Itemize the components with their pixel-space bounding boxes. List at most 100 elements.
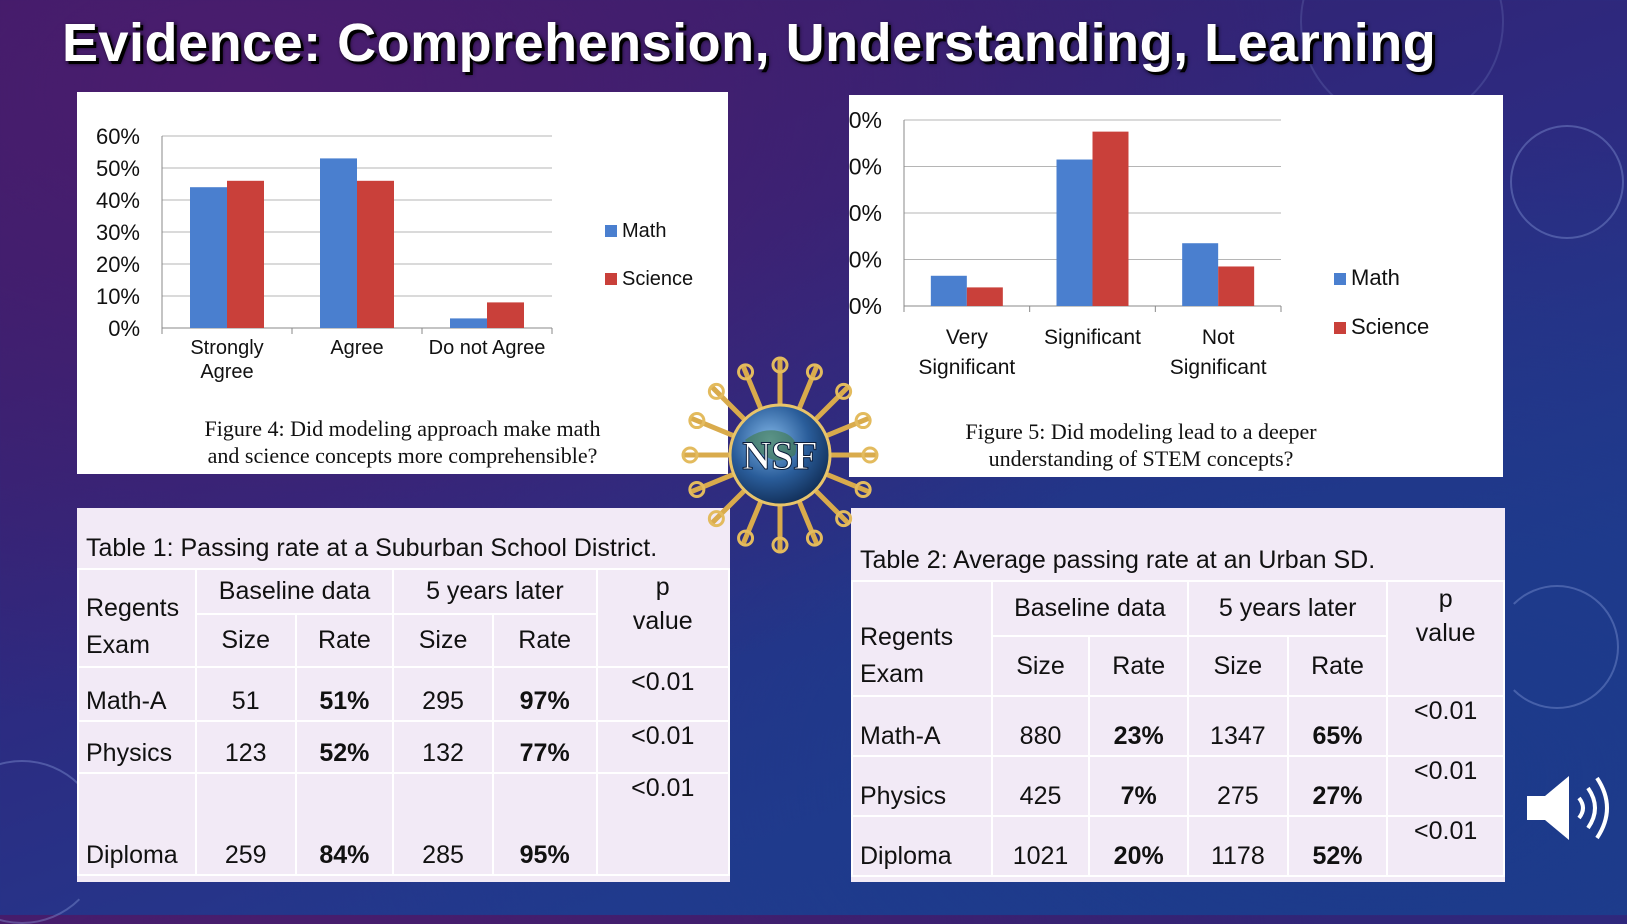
- nsf-ray-tip: [835, 510, 853, 528]
- table-1-header-rate: Rate: [294, 613, 395, 668]
- bar-math: [1056, 159, 1093, 306]
- y-tick-label: 60%: [96, 124, 140, 149]
- legend-label-math: Math: [622, 220, 666, 242]
- rate-cell: 95%: [491, 772, 598, 876]
- table-1-header-p-value: p value: [595, 568, 730, 668]
- nsf-ray-tip: [771, 536, 789, 554]
- size-cell: 1021: [990, 815, 1091, 877]
- legend-label-science: Science: [622, 268, 693, 290]
- figure-5-caption-line: Figure 5: Did modeling lead to a deeper: [965, 419, 1317, 444]
- legend-swatch-math: [605, 225, 617, 237]
- bar-science: [1218, 266, 1255, 306]
- rate-cell: 52%: [1286, 815, 1389, 877]
- nsf-ray: [710, 385, 748, 423]
- x-category-label: Agree: [330, 337, 383, 359]
- nsf-ray: [741, 364, 764, 412]
- size-cell: 123: [194, 720, 297, 774]
- rate-cell: 52%: [294, 720, 395, 774]
- nsf-ray-tip: [805, 529, 823, 547]
- rate-cell: 7%: [1088, 755, 1190, 817]
- p-value-cell: <0.01: [595, 720, 730, 774]
- bar-math: [320, 158, 357, 328]
- y-tick-label: 0%: [108, 316, 140, 341]
- speaker-icon[interactable]: [1523, 768, 1618, 848]
- bar-math: [930, 275, 967, 306]
- header-exam-line: Exam: [860, 660, 924, 688]
- nsf-globe-land: [745, 430, 797, 461]
- nsf-ray: [710, 487, 748, 525]
- bar-science: [966, 287, 1003, 306]
- table-1-header-size: Size: [194, 613, 297, 668]
- p-value-cell: <0.01: [595, 666, 730, 722]
- nsf-ray-tip: [805, 363, 823, 381]
- rate-cell: 84%: [294, 772, 395, 876]
- table-1-header-later: 5 years later: [392, 568, 598, 615]
- nsf-ray: [741, 498, 764, 546]
- table-row: Diploma 259 84% 285 95% <0.01: [77, 772, 730, 876]
- legend-label-science: Science: [1351, 314, 1429, 339]
- y-tick-label: 0%: [849, 293, 882, 319]
- table-1-header-rate: Rate: [491, 613, 598, 668]
- p-value-cell: <0.01: [1386, 755, 1505, 817]
- rate-cell: 23%: [1088, 695, 1190, 757]
- nsf-ray: [823, 416, 871, 439]
- nsf-ray: [796, 498, 819, 546]
- header-p-line: p: [1438, 585, 1453, 613]
- x-category-label: Very: [946, 326, 989, 349]
- nsf-ray: [689, 416, 737, 439]
- size-cell: 51: [194, 666, 297, 722]
- table-1-panel: Table 1: Passing rate at a Suburban Scho…: [77, 508, 730, 882]
- figure-4-caption-line: Figure 4: Did modeling approach make mat…: [204, 416, 601, 441]
- nsf-ray: [689, 471, 737, 494]
- header-p-line: p: [655, 573, 670, 601]
- table-1-caption: Table 1: Passing rate at a Suburban Scho…: [86, 534, 658, 562]
- size-cell: 295: [392, 666, 494, 722]
- header-p-line: value: [632, 607, 693, 635]
- table-row: Math-A 51 51% 295 97% <0.01: [77, 666, 730, 722]
- figure-5-caption-line: understanding of STEM concepts?: [988, 446, 1294, 471]
- exam-cell: Physics: [77, 720, 197, 774]
- exam-cell: Diploma: [851, 815, 993, 877]
- x-category-label: Do not Agree: [429, 337, 546, 359]
- background-arc-decoration: [1495, 585, 1619, 709]
- bar-science: [487, 302, 524, 328]
- table-2-panel: Table 2: Average passing rate at an Urba…: [851, 508, 1505, 882]
- y-tick-label: 10%: [96, 284, 140, 309]
- figure-5-caption: Figure 5: Did modeling lead to a deeper …: [814, 418, 1468, 472]
- table-2-header-later: 5 years later: [1187, 580, 1389, 637]
- size-cell: 880: [990, 695, 1091, 757]
- figure-4-caption: Figure 4: Did modeling approach make mat…: [77, 415, 728, 469]
- exam-cell: Diploma: [77, 772, 197, 876]
- table-2-header-rate: Rate: [1286, 635, 1389, 697]
- nsf-ray: [812, 385, 850, 423]
- nsf-ray-tip: [681, 446, 699, 464]
- x-category-label: Significant: [1170, 356, 1267, 379]
- x-category-label: Strongly: [190, 337, 263, 359]
- size-cell: 1178: [1187, 815, 1289, 877]
- size-cell: 425: [990, 755, 1091, 817]
- table-1-header-size: Size: [392, 613, 494, 668]
- exam-cell: Math-A: [851, 695, 993, 757]
- nsf-ray-tip: [737, 363, 755, 381]
- table-2-header-p-value: p value: [1386, 580, 1505, 697]
- nsf-ray-tip: [737, 529, 755, 547]
- x-category-label: Significant: [1044, 326, 1141, 349]
- legend-swatch-science: [605, 273, 617, 285]
- nsf-ray-tip: [771, 356, 789, 374]
- table-row: Diploma 1021 20% 1178 52% <0.01: [851, 815, 1505, 877]
- header-p-line: value: [1415, 619, 1476, 647]
- size-cell: 285: [392, 772, 494, 876]
- nsf-ray-tip: [861, 446, 879, 464]
- rate-cell: 65%: [1286, 695, 1389, 757]
- table-1: Regents Exam Baseline data 5 years later…: [77, 568, 730, 876]
- rate-cell: 20%: [1088, 815, 1190, 877]
- nsf-logo-rays: [681, 356, 879, 554]
- nsf-ray-tip: [854, 412, 872, 430]
- header-exam-line: Regents: [86, 594, 180, 622]
- rate-cell: 27%: [1286, 755, 1389, 817]
- table-2-caption: Table 2: Average passing rate at an Urba…: [860, 546, 1376, 574]
- nsf-logo: NSF: [681, 356, 879, 554]
- nsf-logo-text: NSF: [742, 433, 818, 478]
- table-2: Regents Exam Baseline data 5 years later…: [851, 580, 1505, 877]
